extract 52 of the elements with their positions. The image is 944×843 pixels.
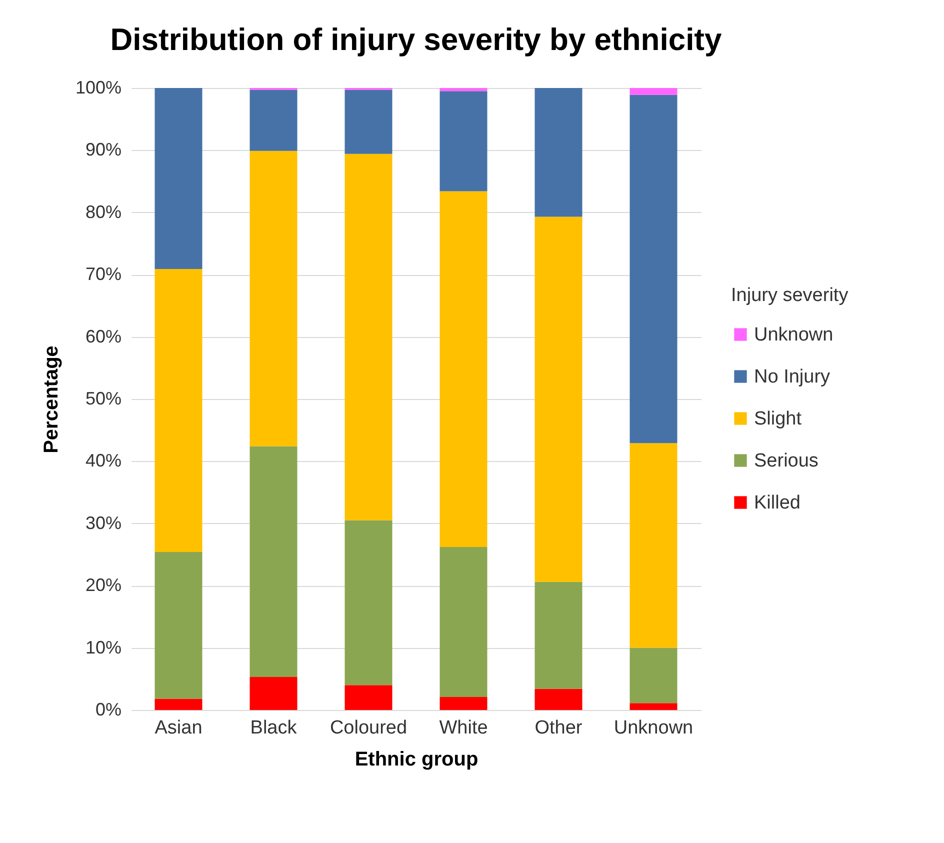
legend-label: Unknown bbox=[754, 324, 834, 346]
legend-label: Slight bbox=[754, 408, 802, 430]
bar bbox=[154, 698, 202, 710]
bar bbox=[344, 90, 392, 154]
x-tick-label: White bbox=[439, 718, 488, 738]
bar bbox=[250, 150, 298, 446]
y-tick-label: 0% bbox=[95, 700, 122, 720]
bar bbox=[630, 94, 678, 444]
bar bbox=[630, 703, 678, 710]
x-axis-title: Ethnic group bbox=[354, 748, 478, 770]
y-tick-label: 40% bbox=[85, 450, 122, 471]
bar bbox=[534, 688, 582, 710]
bar bbox=[154, 269, 202, 552]
x-tick-label: Unknown bbox=[614, 718, 694, 738]
y-tick-label: 60% bbox=[85, 326, 122, 346]
bar bbox=[534, 216, 582, 582]
bar bbox=[344, 685, 392, 710]
x-tick-label: Asian bbox=[154, 718, 202, 738]
bar bbox=[440, 547, 488, 697]
y-axis-title: Percentage bbox=[40, 346, 62, 454]
bar bbox=[250, 677, 298, 710]
legend-label: Serious bbox=[754, 450, 818, 472]
legend-label: Killed bbox=[754, 492, 800, 514]
y-tick-label: 80% bbox=[85, 202, 122, 222]
bar bbox=[440, 88, 488, 92]
bar bbox=[250, 446, 298, 678]
chart-title: Distribution of injury severity by ethnicity bbox=[110, 22, 722, 57]
bar bbox=[630, 88, 678, 95]
x-tick-label: Black bbox=[250, 718, 298, 738]
x-tick-label: Coloured bbox=[330, 718, 408, 738]
y-tick-label: 10% bbox=[85, 637, 122, 658]
y-tick-label: 70% bbox=[85, 264, 122, 284]
bar bbox=[250, 90, 298, 151]
bar bbox=[534, 582, 582, 689]
bar bbox=[534, 88, 582, 217]
x-tick-label: Other bbox=[534, 718, 583, 738]
bar bbox=[630, 648, 678, 704]
bar bbox=[154, 552, 202, 699]
y-tick-label: 30% bbox=[85, 512, 122, 533]
y-tick-label: 20% bbox=[85, 575, 122, 596]
bar bbox=[344, 520, 392, 686]
legend-title: Injury severity bbox=[731, 285, 849, 306]
legend-label: No Injury bbox=[754, 366, 831, 388]
bar bbox=[440, 191, 488, 548]
bar bbox=[154, 88, 202, 269]
bar bbox=[440, 696, 488, 710]
y-tick-label: 50% bbox=[85, 388, 122, 408]
bar bbox=[440, 91, 488, 192]
y-tick-label: 90% bbox=[85, 140, 122, 160]
bar bbox=[630, 443, 678, 648]
bar bbox=[344, 154, 392, 520]
y-tick-label: 100% bbox=[75, 78, 122, 98]
